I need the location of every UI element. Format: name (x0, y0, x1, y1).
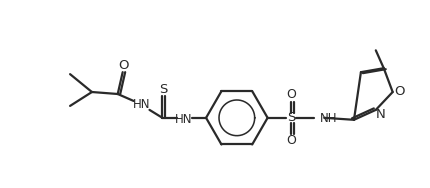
Text: S: S (287, 111, 295, 124)
Text: O: O (118, 59, 129, 72)
Text: O: O (286, 89, 296, 102)
Text: S: S (159, 83, 168, 96)
Text: O: O (286, 134, 296, 147)
Text: N: N (376, 108, 386, 121)
Text: O: O (394, 85, 405, 98)
Text: HN: HN (133, 99, 150, 111)
Text: NH: NH (320, 112, 338, 125)
Text: HN: HN (175, 113, 192, 126)
